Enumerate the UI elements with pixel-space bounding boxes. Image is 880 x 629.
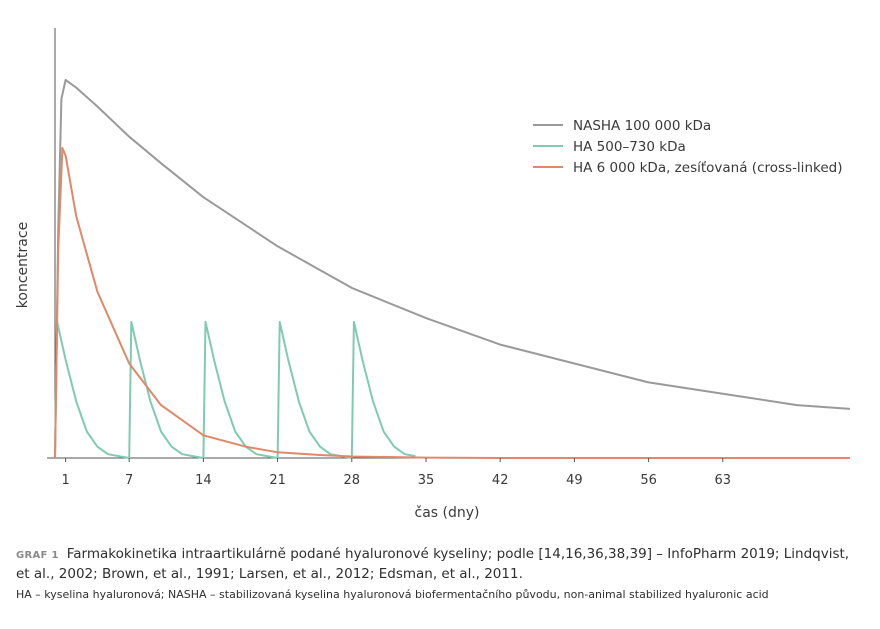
x-ticks: 1 7 14 21 28 35 42 49 56 63 bbox=[61, 458, 731, 488]
series-layer bbox=[54, 79, 851, 459]
y-axis-title: koncentrace bbox=[15, 222, 31, 308]
x-tick-label: 1 bbox=[61, 473, 69, 488]
x-tick-label: 56 bbox=[640, 473, 657, 488]
series-line-2 bbox=[54, 320, 416, 459]
figure-tag: GRAF 1 bbox=[16, 550, 59, 561]
x-tick-label: 7 bbox=[125, 473, 133, 488]
series-line-1 bbox=[54, 79, 851, 459]
pharmacokinetics-chart: 1 7 14 21 28 35 42 49 56 63 čas (dny) koncentrace… bbox=[15, 28, 851, 521]
x-tick-label: 42 bbox=[492, 473, 509, 488]
x-tick-label: 49 bbox=[566, 473, 583, 488]
x-tick-label: 14 bbox=[195, 473, 212, 488]
x-axis-title: čas (dny) bbox=[415, 505, 480, 521]
x-tick-label: 35 bbox=[418, 473, 435, 488]
x-tick-label: 28 bbox=[344, 473, 361, 488]
figure-caption-text: Farmakokinetika intraartikulárně podané … bbox=[16, 546, 850, 582]
legend-label-3: HA 6 000 kDa, zesíťovaná (cross-linked) bbox=[573, 160, 842, 176]
figure-caption: GRAF 1 Farmakokinetika intraartikulárně p… bbox=[16, 545, 866, 584]
legend-label-2: HA 500–730 kDa bbox=[573, 139, 686, 155]
x-tick-label: 63 bbox=[715, 473, 732, 488]
x-tick-label: 21 bbox=[269, 473, 286, 488]
legend: NASHA 100 000 kDa HA 500–730 kDa HA 6 000 … bbox=[533, 118, 842, 176]
series-line-3 bbox=[54, 147, 850, 459]
legend-label-1: NASHA 100 000 kDa bbox=[573, 118, 711, 134]
abbreviation-note: HA – kyselina hyaluronová; NASHA – stabi… bbox=[16, 588, 769, 601]
